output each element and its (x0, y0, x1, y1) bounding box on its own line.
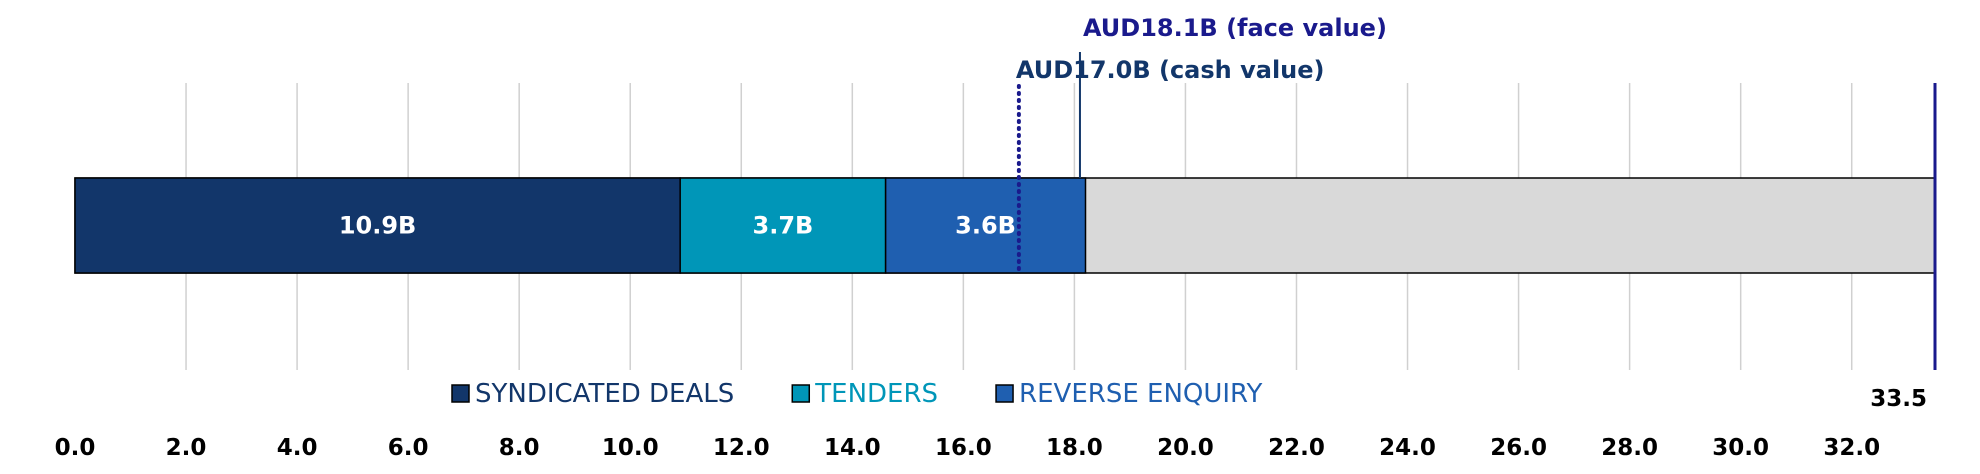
x-tick-label: 0.0 (55, 435, 96, 461)
legend: SYNDICATED DEALS TENDERS REVERSE ENQUIRY (451, 379, 1262, 409)
x-tick-label: 26.0 (1490, 435, 1547, 461)
total-label: 33.5 (1870, 386, 1927, 412)
bar-segment-label: 3.7B (753, 212, 814, 240)
x-tick-label: 32.0 (1823, 435, 1880, 461)
legend-label: TENDERS (814, 379, 938, 409)
legend-swatch (451, 384, 470, 403)
x-tick-label: 30.0 (1712, 435, 1769, 461)
legend-label: REVERSE ENQUIRY (1019, 379, 1262, 409)
x-tick-label: 28.0 (1601, 435, 1658, 461)
cash-value-annotation: AUD17.0B (cash value) (1016, 56, 1325, 84)
stacked-bar: 10.9B 3.7B 3.6B (74, 177, 1936, 274)
x-tick-label: 22.0 (1268, 435, 1325, 461)
bar-segment (74, 177, 681, 274)
x-tick-label: 18.0 (1046, 435, 1103, 461)
face-value-annotation: AUD18.1B (face value) (1083, 14, 1387, 42)
annotations: AUD18.1B (face value) AUD17.0B (cash valu… (1016, 14, 1387, 84)
x-tick-label: 12.0 (713, 435, 770, 461)
x-tick-label: 6.0 (388, 435, 429, 461)
bar-segment (884, 177, 1087, 274)
x-axis-tick-labels: 0.0 2.0 4.0 6.0 8.0 10.0 12.0 14.0 16.0 18.0 20.0 2… (55, 386, 1927, 461)
x-tick-label: 2.0 (166, 435, 207, 461)
x-tick-label: 4.0 (277, 435, 318, 461)
legend-swatch (995, 384, 1014, 403)
x-tick-label: 24.0 (1379, 435, 1436, 461)
legend-swatch (791, 384, 811, 403)
reference-lines (1016, 52, 1937, 370)
x-tick-label: 20.0 (1157, 435, 1214, 461)
bar-segment-label: 3.6B (955, 212, 1016, 240)
x-tick-label: 16.0 (935, 435, 992, 461)
bar-segment-label: 10.9B (339, 212, 417, 240)
legend-label: SYNDICATED DEALS (475, 379, 734, 409)
bar-segment (679, 177, 887, 274)
x-tick-label: 8.0 (499, 435, 540, 461)
x-tick-label: 14.0 (824, 435, 881, 461)
x-tick-label: 10.0 (602, 435, 659, 461)
